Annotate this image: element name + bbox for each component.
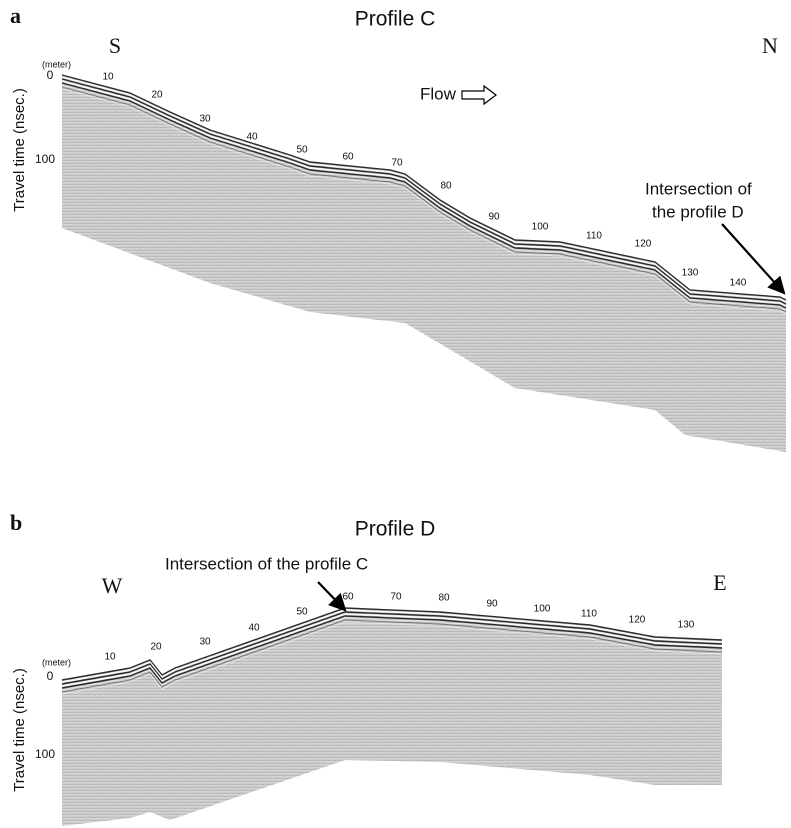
reflector-band: [61, 88, 787, 315]
panel-title: Profile D: [355, 518, 436, 541]
reflector-band: [61, 82, 787, 309]
distance-tick-label: 100: [534, 604, 551, 615]
reflector-band: [61, 74, 787, 301]
distance-tick-label: 80: [438, 593, 450, 604]
distance-tick-label: 120: [635, 239, 652, 250]
reflector-band: [61, 611, 723, 685]
distance-tick-label: 70: [391, 158, 403, 169]
distance-tick-label: 40: [246, 132, 258, 143]
annotation: the profile D: [652, 202, 744, 221]
reflector-band: [61, 613, 723, 687]
annotation-arrow: [721, 223, 786, 295]
reflector-band: [61, 617, 723, 691]
distance-tick-label: 40: [248, 623, 260, 634]
radargram: [62, 608, 722, 826]
distance-tick-label: 60: [342, 152, 354, 163]
panel-title: Profile C: [355, 8, 436, 31]
distance-tick-label: 100: [532, 222, 549, 233]
distance-tick-label: 50: [296, 145, 308, 156]
distance-tick-label: 110: [586, 231, 602, 242]
distance-tick-label: 70: [390, 592, 402, 603]
time-tick-label: 0: [47, 669, 54, 683]
distance-tick-label: 10: [104, 652, 116, 663]
direction-left: S: [109, 33, 121, 58]
distance-tick-label: 130: [678, 620, 695, 631]
annotation: Intersection of the profile C: [165, 554, 368, 573]
reflector-band: [61, 621, 723, 695]
distance-tick-label: 120: [629, 615, 646, 626]
distance-tick-label: 20: [151, 90, 163, 101]
distance-tick-label: 60: [342, 592, 354, 603]
direction-left: W: [102, 573, 123, 598]
reflector-band: [61, 80, 787, 307]
panel-label: b: [10, 510, 22, 535]
panel-label: a: [10, 3, 21, 28]
reflector-band: [61, 84, 787, 311]
time-tick-label: 100: [35, 747, 55, 761]
distance-tick-label: 90: [488, 212, 500, 223]
direction-right: N: [762, 33, 778, 58]
distance-unit: (meter): [42, 59, 71, 69]
time-tick-label: 100: [35, 152, 55, 166]
reflector-band: [61, 76, 787, 303]
y-axis-label: Travel time (nsec.): [11, 88, 28, 212]
flow-arrow: [461, 84, 497, 106]
distance-tick-label: 50: [296, 607, 308, 618]
radargram: [62, 75, 786, 452]
annotation-arrow: [317, 581, 347, 612]
distance-tick-label: 140: [730, 278, 747, 289]
flow-label: Flow: [420, 84, 457, 103]
distance-tick-label: 30: [199, 637, 211, 648]
y-axis-label: Travel time (nsec.): [11, 668, 28, 792]
distance-tick-label: 130: [682, 268, 699, 279]
reflector-band: [61, 609, 723, 683]
reflector-band: [61, 78, 787, 305]
distance-tick-label: 10: [102, 72, 114, 83]
distance-tick-label: 20: [150, 642, 162, 653]
reflector-band: [61, 607, 723, 681]
direction-right: E: [713, 570, 726, 595]
reflector-band: [61, 615, 723, 689]
distance-tick-label: 90: [486, 599, 498, 610]
reflector-band: [61, 619, 723, 693]
reflector-band: [61, 86, 787, 313]
distance-tick-label: 30: [199, 114, 211, 125]
distance-tick-label: 80: [440, 181, 452, 192]
distance-tick-label: 110: [581, 609, 597, 620]
time-tick-label: 0: [47, 68, 54, 82]
annotation: Intersection of: [645, 179, 752, 198]
distance-unit: (meter): [42, 657, 71, 667]
